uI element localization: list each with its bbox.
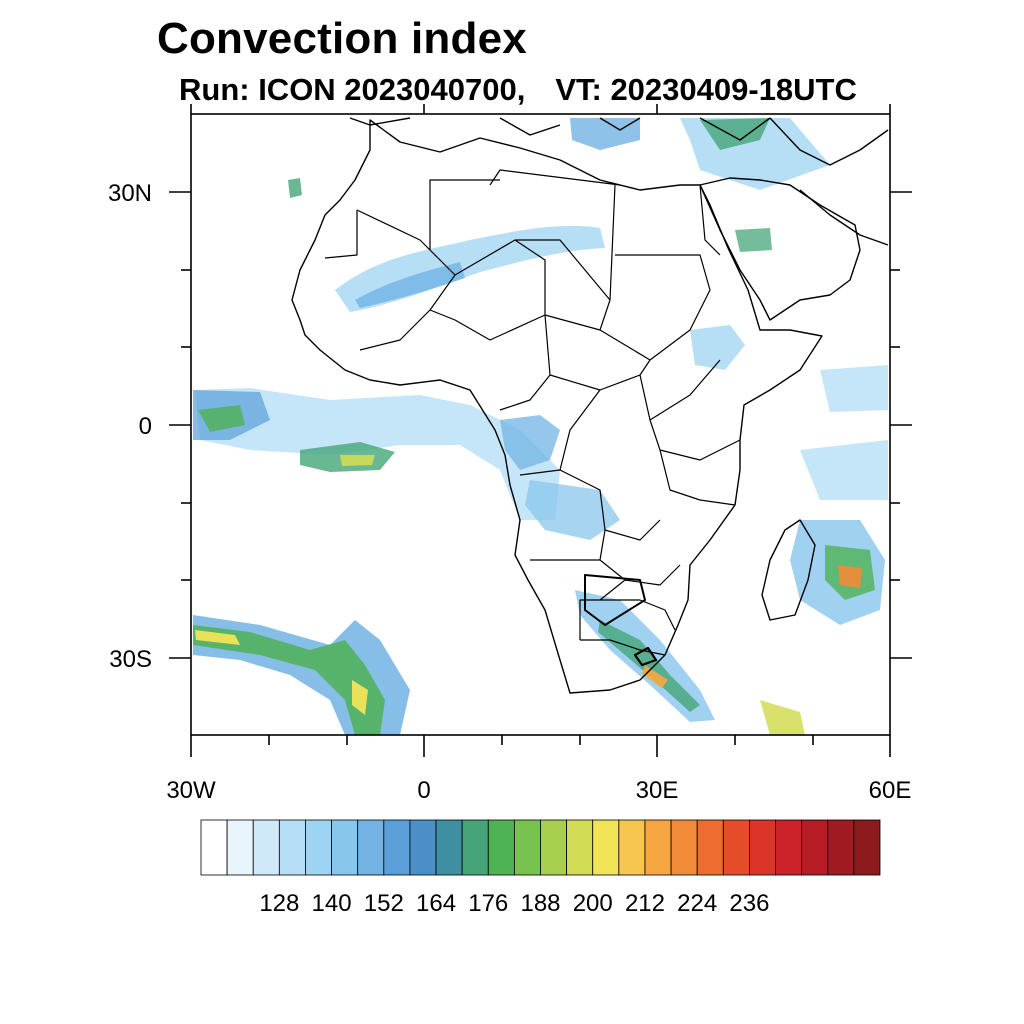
lat-label-30s: 30S	[109, 646, 152, 673]
lon-label-60e: 60E	[869, 777, 912, 804]
colorbar-swatch	[461, 819, 489, 876]
colorbar-swatch	[853, 819, 881, 876]
lon-label-30w: 30W	[166, 777, 216, 804]
colorbar-tick-label: 212	[625, 890, 665, 917]
colorbar-swatch	[670, 819, 698, 876]
field-indian-ocean-mid	[800, 440, 888, 500]
field-mozambique-channel	[760, 700, 805, 735]
lon-label-30e: 30E	[636, 777, 679, 804]
coastlines-and-borders	[291, 117, 889, 694]
convection-field	[193, 118, 888, 735]
colorbar-tick-label: 152	[364, 890, 404, 917]
madagascar-coastline	[761, 519, 816, 621]
colorbar-swatch	[331, 819, 359, 876]
run-label: Run: ICON 2023040700,	[179, 72, 526, 107]
lat-label-30n: 30N	[108, 180, 152, 207]
field-atlantic-center-core	[340, 455, 375, 466]
colorbar-tick-label: 188	[520, 890, 560, 917]
colorbar-swatch	[252, 819, 280, 876]
field-south-atlantic-hot	[195, 630, 240, 645]
colorbar-swatch	[618, 819, 646, 876]
colorbar-tick-label: 200	[573, 890, 613, 917]
field-sahel-core	[355, 262, 465, 308]
colorbar-swatch	[487, 819, 515, 876]
field-south-atlantic-core	[193, 625, 385, 735]
colorbar-swatch	[592, 819, 620, 876]
colorbar-swatch	[513, 819, 541, 876]
colorbar-swatch	[749, 819, 776, 876]
lat-axis	[169, 191, 912, 659]
colorbar-swatch	[435, 819, 463, 876]
border-lines	[324, 169, 741, 656]
colorbar-swatch	[644, 819, 672, 876]
field-indian-ocean-north	[820, 365, 888, 412]
colorbar-tick-label: 224	[677, 890, 717, 917]
field-middle-east-core	[700, 118, 770, 150]
map-subtitle: Run: ICON 2023040700, VT: 20230409-18UTC	[179, 72, 857, 108]
field-southern-africa-core	[598, 620, 700, 712]
colorbar-swatch	[357, 819, 385, 876]
map-title: Convection index	[157, 14, 527, 63]
colorbar-tick-label: 128	[259, 890, 299, 917]
field-ethiopia	[690, 325, 745, 370]
colorbar-tick-label: 236	[729, 890, 769, 917]
field-canary	[288, 178, 302, 198]
lon-label-0: 0	[417, 777, 430, 804]
colorbar-swatch	[827, 819, 855, 876]
field-angola	[525, 480, 620, 540]
valid-time-label: VT: 20230409-18UTC	[555, 72, 857, 107]
colorbar-tick-label: 176	[468, 890, 508, 917]
field-gulf-guinea	[195, 388, 560, 520]
colorbar-swatch	[409, 819, 437, 876]
colorbar-swatch	[540, 819, 568, 876]
field-arabia	[735, 228, 772, 252]
colorbar-swatch	[200, 819, 228, 876]
field-mediterranean	[570, 118, 640, 150]
colorbar-swatch	[722, 819, 750, 876]
colorbar-swatch	[383, 819, 411, 876]
field-congo	[500, 415, 560, 470]
lesotho-border	[633, 646, 658, 667]
lon-axis	[190, 104, 891, 757]
zambia-border	[584, 574, 646, 626]
colorbar-swatch	[566, 819, 594, 876]
europe-coastline	[349, 117, 889, 166]
field-atlantic-west-core	[198, 405, 245, 432]
field-madagascar-hot	[838, 565, 862, 588]
colorbar-swatch	[696, 819, 724, 876]
colorbar-swatch	[801, 819, 829, 876]
colorbar	[200, 819, 881, 876]
colorbar-swatch	[278, 819, 306, 876]
lat-label-0: 0	[139, 413, 152, 440]
africa-coastline	[291, 119, 823, 694]
colorbar-labels: 128 140 152 164 176 188 200 212 224 236	[259, 890, 769, 917]
colorbar-tick-label: 164	[416, 890, 456, 917]
colorbar-swatch	[775, 819, 803, 876]
colorbar-tick-label: 140	[312, 890, 352, 917]
arabia-coastline	[699, 177, 861, 321]
persian-gulf	[799, 189, 889, 246]
field-south-atlantic-hot2	[352, 680, 368, 715]
colorbar-swatch	[226, 819, 254, 876]
colorbar-swatch	[305, 819, 332, 876]
